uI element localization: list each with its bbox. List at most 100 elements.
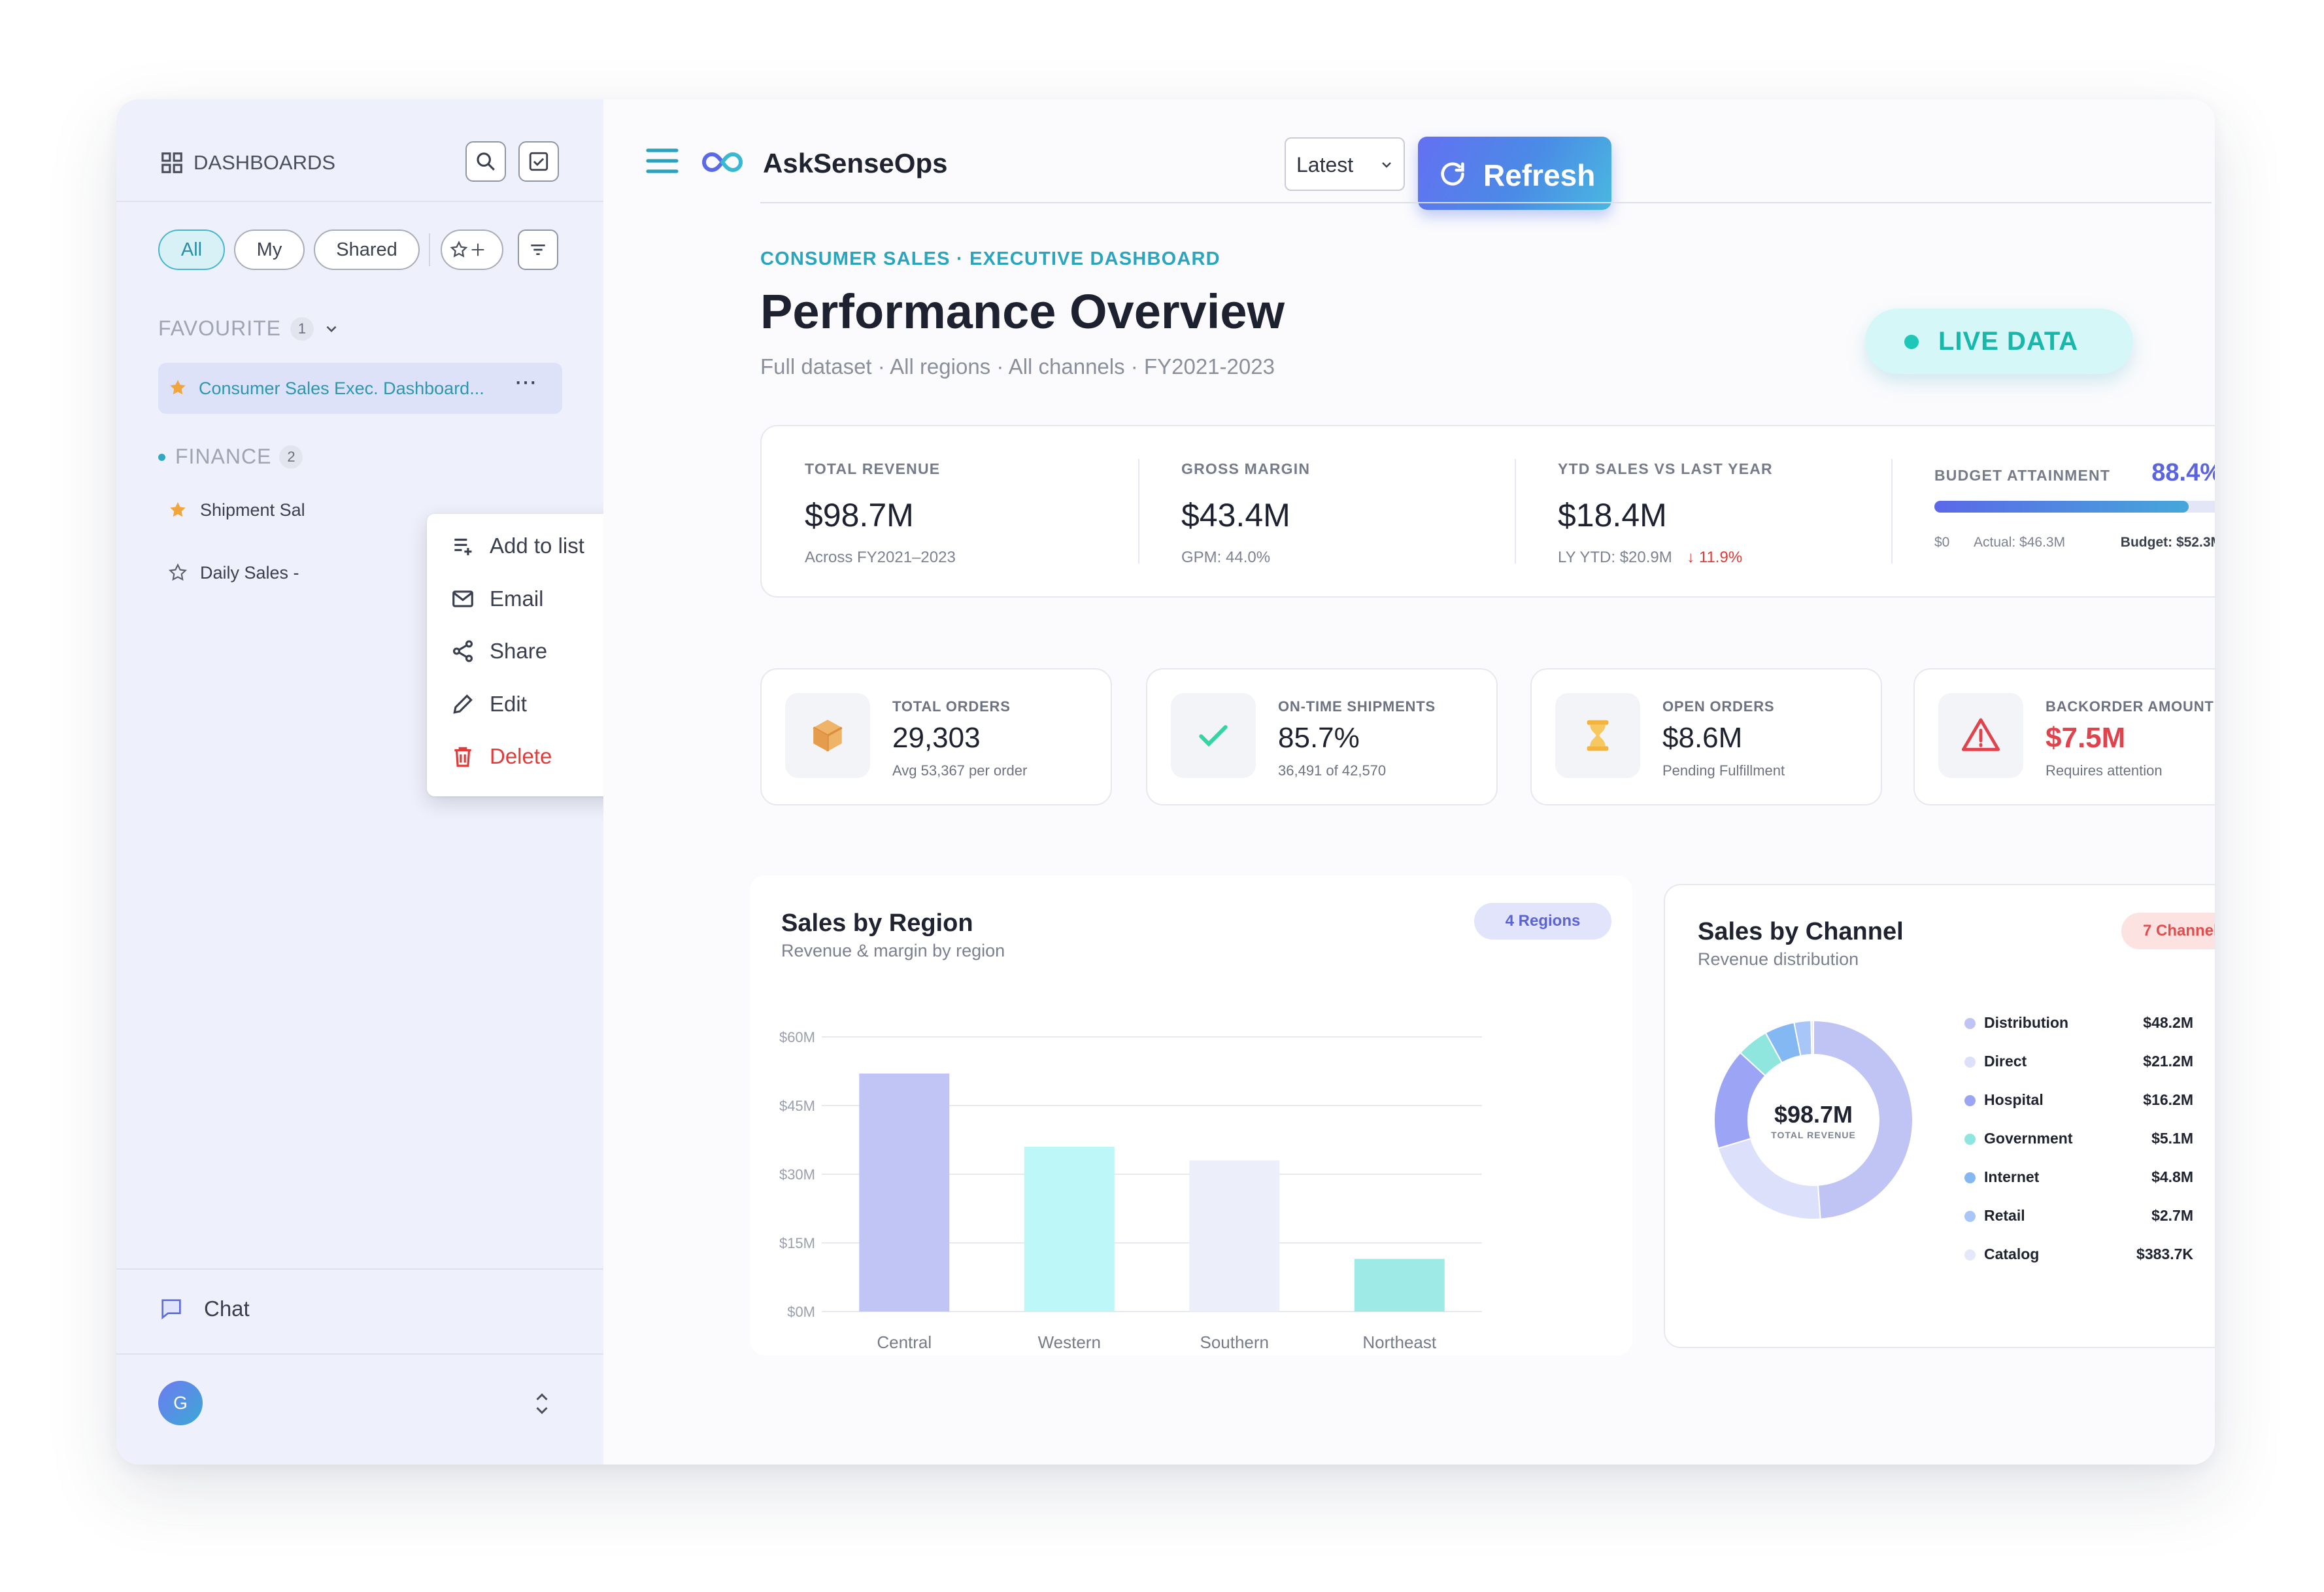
refresh-button[interactable]: Refresh [1418, 137, 1611, 210]
finance-label: FINANCE [175, 445, 272, 468]
finance-section-header[interactable]: FINANCE 2 [158, 445, 303, 469]
legend-item[interactable]: Government$5.1M5.2% [1964, 1128, 2215, 1154]
favourite-label: FAVOURITE [158, 316, 281, 340]
legend-item[interactable]: Hospital$16.2M16.4% [1964, 1089, 2215, 1115]
bar[interactable] [859, 1074, 950, 1312]
sidebar-item-label: Consumer Sales Exec. Dashboard... [199, 379, 484, 398]
legend-value: $16.2M [2143, 1091, 2193, 1108]
kpi-label: GROSS MARGIN [1181, 460, 1311, 477]
version-select[interactable]: Latest [1285, 137, 1405, 191]
kpi-divider [1891, 459, 1893, 564]
avatar[interactable]: G [158, 1381, 203, 1425]
sidebar-divider [116, 1268, 603, 1270]
filter-button[interactable] [518, 229, 558, 270]
x-tick-label: Northeast [1362, 1332, 1436, 1352]
x-tick-label: Western [1038, 1332, 1101, 1352]
add-list-icon [454, 538, 472, 556]
donut-slice[interactable] [1813, 1019, 1913, 1220]
finance-count: 2 [279, 445, 303, 469]
sidebar: DASHBOARDS All My Shared FAVOURITE 1 Con… [116, 99, 657, 1465]
menu-item-share[interactable]: Share [450, 639, 547, 664]
more-options-icon[interactable]: ··· [514, 367, 537, 396]
donut-center: $98.7M TOTAL REVENUE [1712, 1101, 1915, 1140]
filter-separator [429, 233, 430, 266]
stat-value: 29,303 [892, 722, 981, 754]
legend-value: $2.7M [2151, 1207, 2193, 1224]
legend-dot [1964, 1172, 1976, 1183]
donut-center-value: $98.7M [1774, 1101, 1853, 1128]
sidebar-item-consumer-sales[interactable]: Consumer Sales Exec. Dashboard... ··· [158, 363, 562, 414]
bar[interactable] [1189, 1160, 1280, 1312]
warning-icon [1961, 718, 2000, 751]
chat-button[interactable]: Chat [158, 1296, 250, 1322]
donut-slice[interactable] [1717, 1138, 1821, 1220]
budget-attainment: BUDGET ATTAINMENT 88.4% $0 Actual: $46.3… [1934, 459, 2215, 550]
chevron-down-icon [1382, 162, 1391, 168]
channel-chart-subtitle: Revenue distribution [1698, 949, 1859, 969]
donut-center-label: TOTAL REVENUE [1771, 1130, 1856, 1140]
bar[interactable] [1024, 1147, 1115, 1312]
legend-item[interactable]: Direct$21.2M21.5% [1964, 1051, 2215, 1077]
stat-sub: Pending Fulfillment [1662, 762, 1785, 779]
chevron-down-icon [326, 326, 337, 332]
filter-all[interactable]: All [158, 229, 225, 270]
kpi-sub: LY YTD: $20.9M [1558, 549, 1672, 566]
kpi-sub: Across FY2021–2023 [805, 549, 956, 566]
stat-card-total-orders: TOTAL ORDERS 29,303 Avg 53,367 per order [760, 668, 1112, 805]
budget-percent: 88.4% [2151, 459, 2215, 486]
legend-item[interactable]: Internet$4.8M4.9% [1964, 1166, 2215, 1193]
star-filled-icon [170, 502, 186, 517]
budget-actual: Actual: $46.3M [1974, 535, 2066, 550]
legend-item[interactable]: Catalog$383.7K0.4% [1964, 1244, 2215, 1270]
menu-item-label: Email [490, 586, 544, 611]
sidebar-header: DASHBOARDS [160, 150, 335, 175]
search-button[interactable] [465, 141, 506, 182]
filter-shared[interactable]: Shared [314, 229, 420, 270]
legend-label: Hospital [1984, 1091, 2044, 1108]
hamburger-icon[interactable] [645, 146, 679, 175]
page-title: Performance Overview [760, 284, 1285, 339]
trash-icon [454, 747, 471, 767]
legend-value: $48.2M [2143, 1014, 2193, 1031]
menu-item-delete[interactable]: Delete [450, 744, 552, 769]
menu-item-email[interactable]: Email [450, 586, 544, 611]
legend-label: Catalog [1984, 1245, 2040, 1262]
legend-label: Direct [1984, 1053, 2027, 1070]
kpi-change: ↓ 11.9% [1687, 549, 1743, 566]
live-dot [1904, 335, 1919, 349]
bar[interactable] [1354, 1259, 1445, 1312]
chevron-updown-icon[interactable] [532, 1391, 552, 1417]
menu-item-edit[interactable]: Edit [450, 692, 527, 717]
legend-dot [1964, 1018, 1976, 1029]
chat-label: Chat [204, 1296, 250, 1321]
page-subtitle: Full dataset · All regions · All channel… [760, 354, 1275, 379]
donut-slice[interactable] [1810, 1019, 1814, 1056]
legend-dot [1964, 1134, 1976, 1145]
stat-icon-bg [1171, 693, 1256, 778]
stat-card-on-time: ON-TIME SHIPMENTS 85.7% 36,491 of 42,570 [1146, 668, 1498, 805]
filter-my[interactable]: My [234, 229, 305, 270]
pencil-icon [453, 694, 473, 714]
select-button[interactable] [518, 141, 559, 182]
share-icon [452, 640, 473, 662]
check-icon [1199, 725, 1228, 747]
stat-icon-bg [1555, 693, 1640, 778]
sidebar-item-daily-sales[interactable]: Daily Sales - [167, 560, 299, 586]
legend-item[interactable]: Distribution$48.2M48.8% [1964, 1012, 2215, 1038]
sidebar-item-label: Daily Sales - [200, 562, 299, 583]
menu-item-add-to-list[interactable]: Add to list [450, 533, 584, 558]
live-data-badge: LIVE DATA [1865, 309, 2133, 374]
region-chart-title: Sales by Region [781, 909, 973, 937]
y-tick-label: $60M [779, 1029, 815, 1045]
star-filled-icon [170, 380, 186, 395]
favourite-section-header[interactable]: FAVOURITE 1 [158, 316, 340, 341]
favourite-count: 1 [290, 316, 314, 341]
kpi-label: YTD SALES VS LAST YEAR [1558, 460, 1773, 477]
favourite-toggle[interactable] [441, 229, 503, 270]
legend-item[interactable]: Retail$2.7M2.8% [1964, 1205, 2215, 1231]
sidebar-item-shipment[interactable]: Shipment Sal [167, 497, 305, 523]
channel-chart-card: Sales by Channel Revenue distribution 7 … [1664, 884, 2215, 1348]
stat-sub: Requires attention [2046, 762, 2163, 779]
legend-dot [1964, 1057, 1976, 1068]
x-tick-label: Southern [1200, 1332, 1269, 1352]
